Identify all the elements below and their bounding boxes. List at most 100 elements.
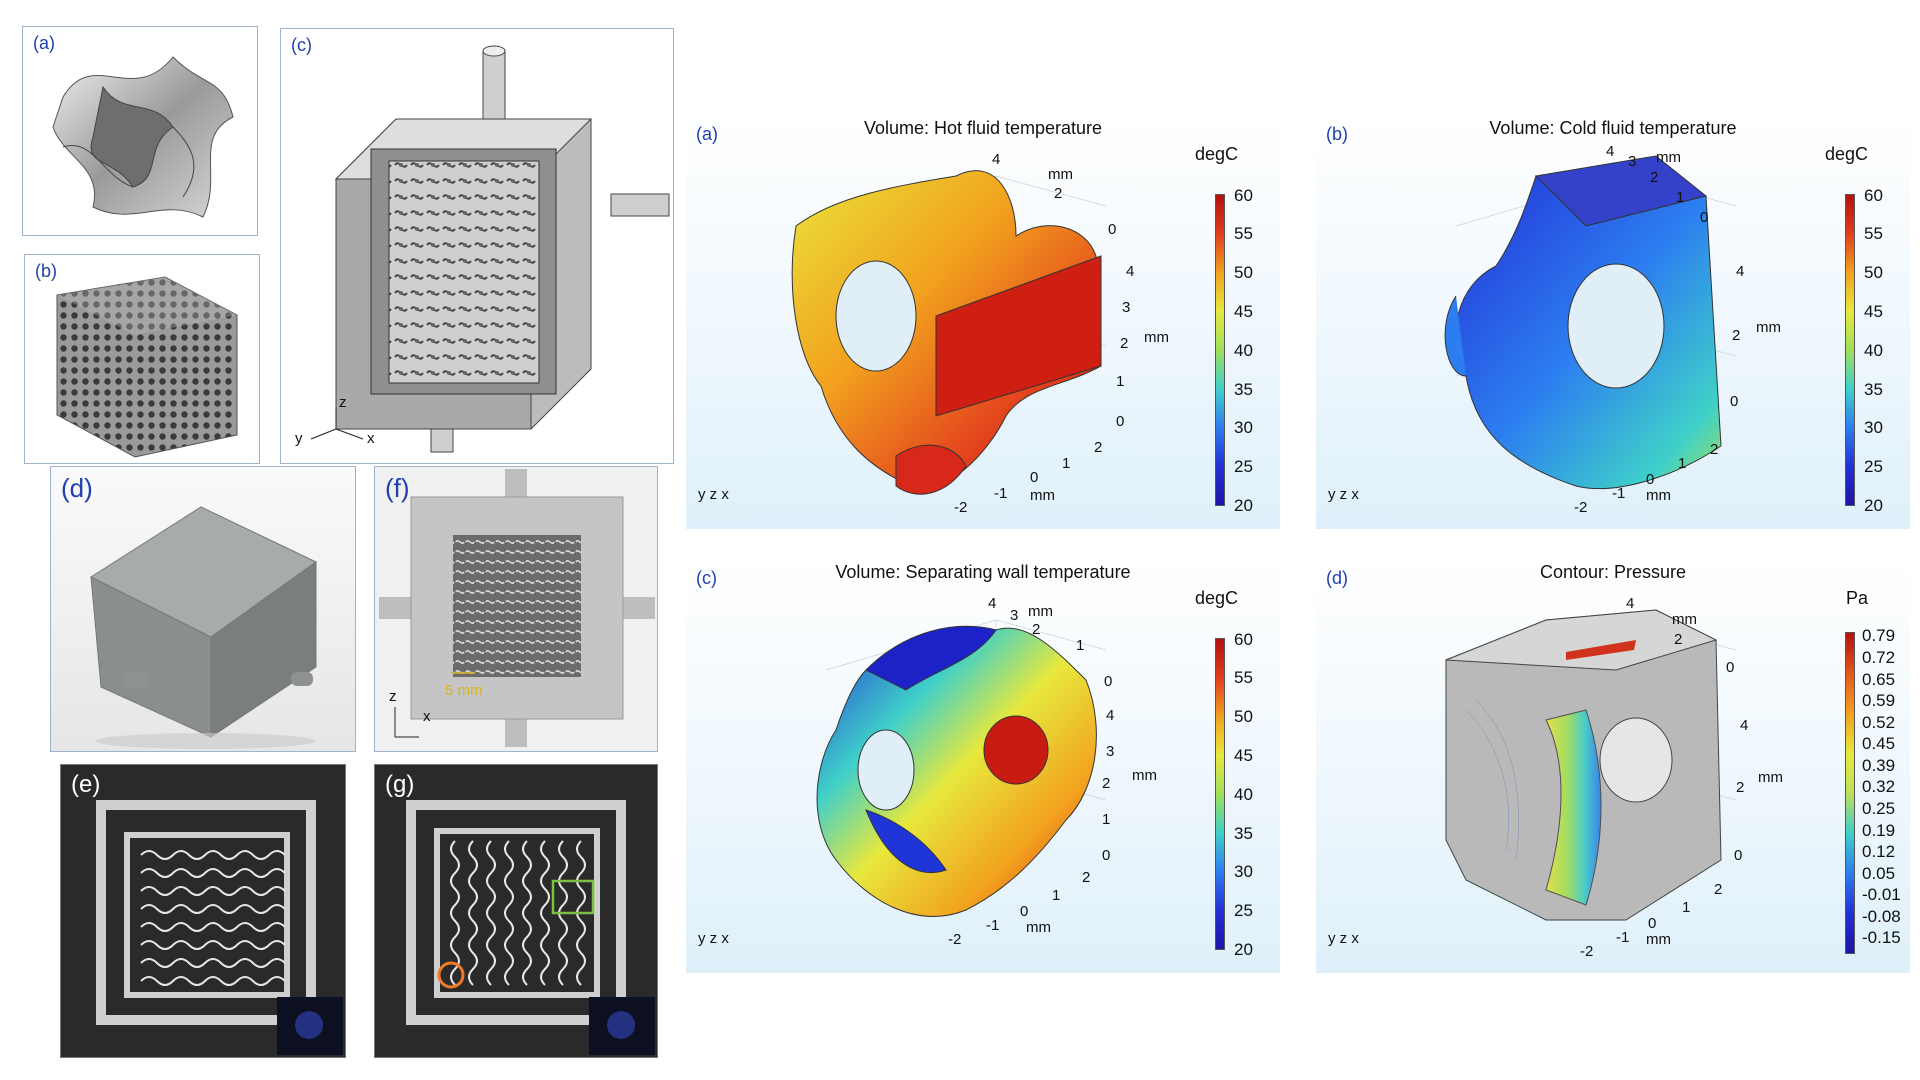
sim-d-label: (d) <box>1326 568 1348 588</box>
svg-text:mm: mm <box>1646 931 1671 948</box>
svg-text:0: 0 <box>1700 209 1708 226</box>
svg-text:mm: mm <box>1646 487 1671 504</box>
scale-bar-label: 5 mm <box>445 682 483 699</box>
svg-text:0: 0 <box>1104 673 1112 690</box>
svg-text:mm: mm <box>1048 166 1073 183</box>
photo-axis-x: x <box>423 708 431 725</box>
sim-b-label: (b) <box>1326 124 1348 144</box>
svg-text:mm: mm <box>1672 611 1697 628</box>
svg-text:4: 4 <box>1736 263 1744 280</box>
svg-text:2: 2 <box>1714 881 1722 898</box>
svg-text:mm: mm <box>1132 767 1157 784</box>
sim-panel-separating-wall: (c) Volume: Separating wall temperature … <box>686 560 1280 973</box>
cutaway-axis-z: z <box>339 394 347 411</box>
svg-text:-1: -1 <box>986 917 999 934</box>
svg-text:0: 0 <box>1116 413 1124 430</box>
sim-a-title: Volume: Hot fluid temperature <box>863 118 1103 138</box>
sim-d-unit: Pa <box>1845 588 1868 608</box>
panel-g-label: (g) <box>385 771 415 798</box>
panel-g-ct-scan: (g) <box>374 764 658 1058</box>
gyroid-lattice-render <box>56 276 238 458</box>
svg-text:-2: -2 <box>1574 499 1587 516</box>
cutaway-render: y z x <box>295 45 670 453</box>
svg-text:0: 0 <box>1648 915 1656 932</box>
svg-text:-2: -2 <box>954 499 967 516</box>
svg-text:0: 0 <box>1730 393 1738 410</box>
svg-text:0: 0 <box>1726 659 1734 676</box>
sim-b-ticks: 60 55 50 45 40 35 30 25 20 <box>1864 186 1883 515</box>
panel-c-label: (c) <box>291 35 312 55</box>
svg-text:0: 0 <box>1646 471 1654 488</box>
printed-cube-render <box>89 506 317 749</box>
svg-text:mm: mm <box>1656 149 1681 166</box>
panel-a-label: (a) <box>33 33 55 53</box>
sim-b-colorbar <box>1845 194 1855 506</box>
svg-text:1: 1 <box>1676 189 1684 206</box>
sim-c-render: 4 3 mm 2 1 0 4 3 mm 2 1 0 2 1 0 mm -1 -2 <box>816 595 1157 948</box>
sim-b-triad: y z x <box>1328 486 1359 503</box>
svg-text:4: 4 <box>1106 707 1114 724</box>
sim-panel-hot-fluid: (a) Volume: Hot fluid temperature degC 6… <box>686 116 1280 529</box>
svg-text:mm: mm <box>1756 319 1781 336</box>
svg-text:0: 0 <box>1030 469 1038 486</box>
sim-c-ticks: 60 55 50 45 40 35 30 25 20 <box>1234 630 1253 959</box>
panel-d-label: (d) <box>61 473 93 503</box>
svg-text:4: 4 <box>1606 143 1614 160</box>
svg-text:3: 3 <box>1106 743 1114 760</box>
panel-b-gyroid-lattice: (b) <box>24 254 260 464</box>
sim-b-render: 4 3 mm 2 1 0 4 mm 2 0 2 1 0 mm -1 -2 <box>1444 143 1781 516</box>
orange-highlight-circle <box>437 961 465 989</box>
sim-panel-cold-fluid: (b) Volume: Cold fluid temperature degC … <box>1316 116 1910 529</box>
svg-text:2: 2 <box>1102 775 1110 792</box>
svg-text:3: 3 <box>1122 299 1130 316</box>
gyroid-cell-render <box>52 56 234 218</box>
panel-d-printed-cube-photo: (d) <box>50 466 356 752</box>
svg-text:2: 2 <box>1650 169 1658 186</box>
svg-text:4: 4 <box>992 151 1000 168</box>
green-highlight-box <box>551 879 595 915</box>
sim-a-label: (a) <box>696 124 718 144</box>
cutaway-axis-y: y <box>295 430 303 447</box>
svg-text:2: 2 <box>1120 335 1128 352</box>
svg-text:4: 4 <box>1626 595 1634 612</box>
sim-d-colorbar <box>1845 632 1855 954</box>
sim-d-title: Contour: Pressure <box>1539 562 1687 582</box>
svg-text:-2: -2 <box>948 931 961 948</box>
svg-text:4: 4 <box>988 595 996 612</box>
ct-scan-render-g <box>406 800 655 1055</box>
svg-text:4: 4 <box>1740 717 1748 734</box>
svg-text:1: 1 <box>1102 811 1110 828</box>
svg-text:2: 2 <box>1710 441 1718 458</box>
svg-text:0: 0 <box>1108 221 1116 238</box>
photo-axis-z: z <box>389 688 397 705</box>
sim-b-title: Volume: Cold fluid temperature <box>1489 118 1737 138</box>
sim-c-title: Volume: Separating wall temperature <box>835 562 1131 582</box>
panel-b-label: (b) <box>35 261 57 281</box>
svg-text:1: 1 <box>1682 899 1690 916</box>
sim-d-ticks: 0.79 0.72 0.65 0.59 0.52 0.45 0.39 0.32 … <box>1862 626 1901 947</box>
svg-text:2: 2 <box>1032 621 1040 638</box>
svg-text:2: 2 <box>1054 185 1062 202</box>
svg-text:-1: -1 <box>994 485 1007 502</box>
svg-text:0: 0 <box>1020 903 1028 920</box>
panel-c-heat-exchanger-cutaway: (c) y z x <box>280 28 674 464</box>
svg-text:1: 1 <box>1052 887 1060 904</box>
svg-text:mm: mm <box>1144 329 1169 346</box>
panel-f-top-view-photo: (f) 5 mm z x <box>374 466 658 752</box>
sim-c-label: (c) <box>696 568 717 588</box>
sim-a-unit: degC <box>1194 144 1238 164</box>
svg-text:3: 3 <box>1628 153 1636 170</box>
svg-text:-1: -1 <box>1612 485 1625 502</box>
sim-c-triad: y z x <box>698 930 729 947</box>
sim-c-colorbar <box>1215 638 1225 950</box>
sim-d-render: 4 mm 2 0 4 mm 2 0 2 1 0 mm -1 -2 <box>1445 595 1783 960</box>
svg-text:mm: mm <box>1026 919 1051 936</box>
svg-text:3: 3 <box>1010 607 1018 624</box>
sim-a-triad: y z x <box>698 486 729 503</box>
svg-text:mm: mm <box>1030 487 1055 504</box>
svg-text:0: 0 <box>1734 847 1742 864</box>
sim-d-triad: y z x <box>1328 930 1359 947</box>
panel-f-label: (f) <box>385 473 410 503</box>
svg-text:2: 2 <box>1094 439 1102 456</box>
ct-scan-render-e <box>96 800 343 1055</box>
